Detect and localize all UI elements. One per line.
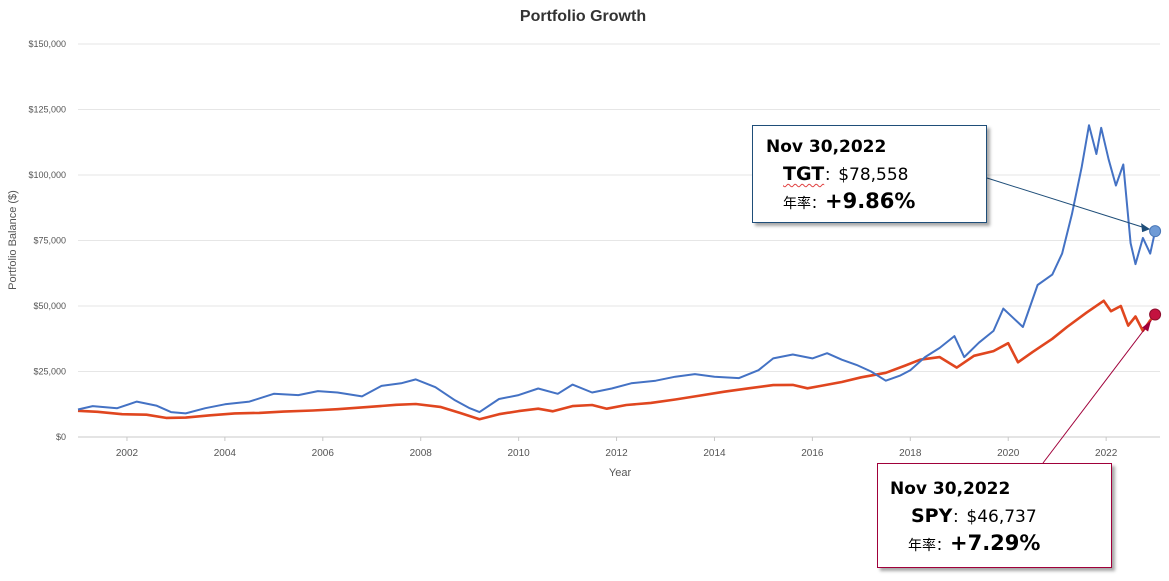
tgt-callout-arrowhead xyxy=(1141,223,1151,233)
spy-callout-arrowhead xyxy=(1142,320,1152,332)
y-tick-label: $0 xyxy=(56,432,66,442)
tgt-series-line xyxy=(77,124,1157,415)
x-tick-label: 2020 xyxy=(997,448,1020,459)
callout-layer xyxy=(986,177,1162,464)
spy-annotation-rate: +7.29% xyxy=(950,531,1041,555)
x-tick-label: 2022 xyxy=(1095,448,1118,459)
spy-end-marker xyxy=(1149,308,1162,321)
y-axis-label: Portfolio Balance ($) xyxy=(7,190,19,290)
y-tick-label: $100,000 xyxy=(28,170,66,180)
spy-series-line xyxy=(77,299,1157,421)
x-tick-label: 2008 xyxy=(410,448,433,459)
tgt-annotation-separator: ： xyxy=(824,168,839,184)
tgt-callout-line xyxy=(986,177,1150,230)
y-tick-label: $150,000 xyxy=(28,39,66,49)
y-tick-label: $25,000 xyxy=(33,367,66,377)
y-tick-label: $75,000 xyxy=(33,236,66,246)
spy-annotation-ticker: SPY xyxy=(911,505,953,527)
x-tick-label: 2002 xyxy=(116,448,139,459)
x-tick-label: 2014 xyxy=(703,448,726,459)
x-tick-label: 2018 xyxy=(899,448,922,459)
x-tick-label: 2010 xyxy=(508,448,531,459)
tgt-annotation-ticker: TGT xyxy=(783,163,825,185)
spy-annotation-box: Nov 30,2022 SPY：$46,737 年率：+7.29% xyxy=(877,463,1112,568)
tgt-annotation-date: Nov 30,2022 xyxy=(766,137,887,157)
spy-annotation-rate-label: 年率： xyxy=(908,538,950,554)
grid-layer xyxy=(78,43,1160,438)
tgt-annotation-rate-label: 年率： xyxy=(783,196,825,212)
x-tick-label: 2004 xyxy=(214,448,237,459)
y-tick-label: $125,000 xyxy=(28,105,66,115)
x-tick-label: 2012 xyxy=(605,448,628,459)
y-tick-label: $50,000 xyxy=(33,301,66,311)
x-tick-label: 2006 xyxy=(312,448,335,459)
chart-title: Portfolio Growth xyxy=(520,8,646,25)
tgt-annotation-rate: +9.86% xyxy=(825,189,916,213)
series-layer xyxy=(77,124,1157,421)
spy-callout-line xyxy=(1042,320,1152,464)
spy-annotation-separator: ： xyxy=(952,510,967,526)
spy-annotation-date: Nov 30,2022 xyxy=(890,479,1011,499)
axis-layer: $0 $25,000 $50,000 $75,000 $100,000 $125,000 $… xyxy=(28,39,1117,459)
tgt-annotation-box: Nov 30,2022 TGT：$78,558 年率：+9.86% xyxy=(752,125,987,223)
x-tick-label: 2016 xyxy=(801,448,824,459)
tgt-annotation-value: $78,558 xyxy=(838,165,909,185)
x-axis-label: Year xyxy=(609,467,632,479)
spy-annotation-value: $46,737 xyxy=(966,507,1037,527)
tgt-end-marker xyxy=(1149,225,1162,238)
